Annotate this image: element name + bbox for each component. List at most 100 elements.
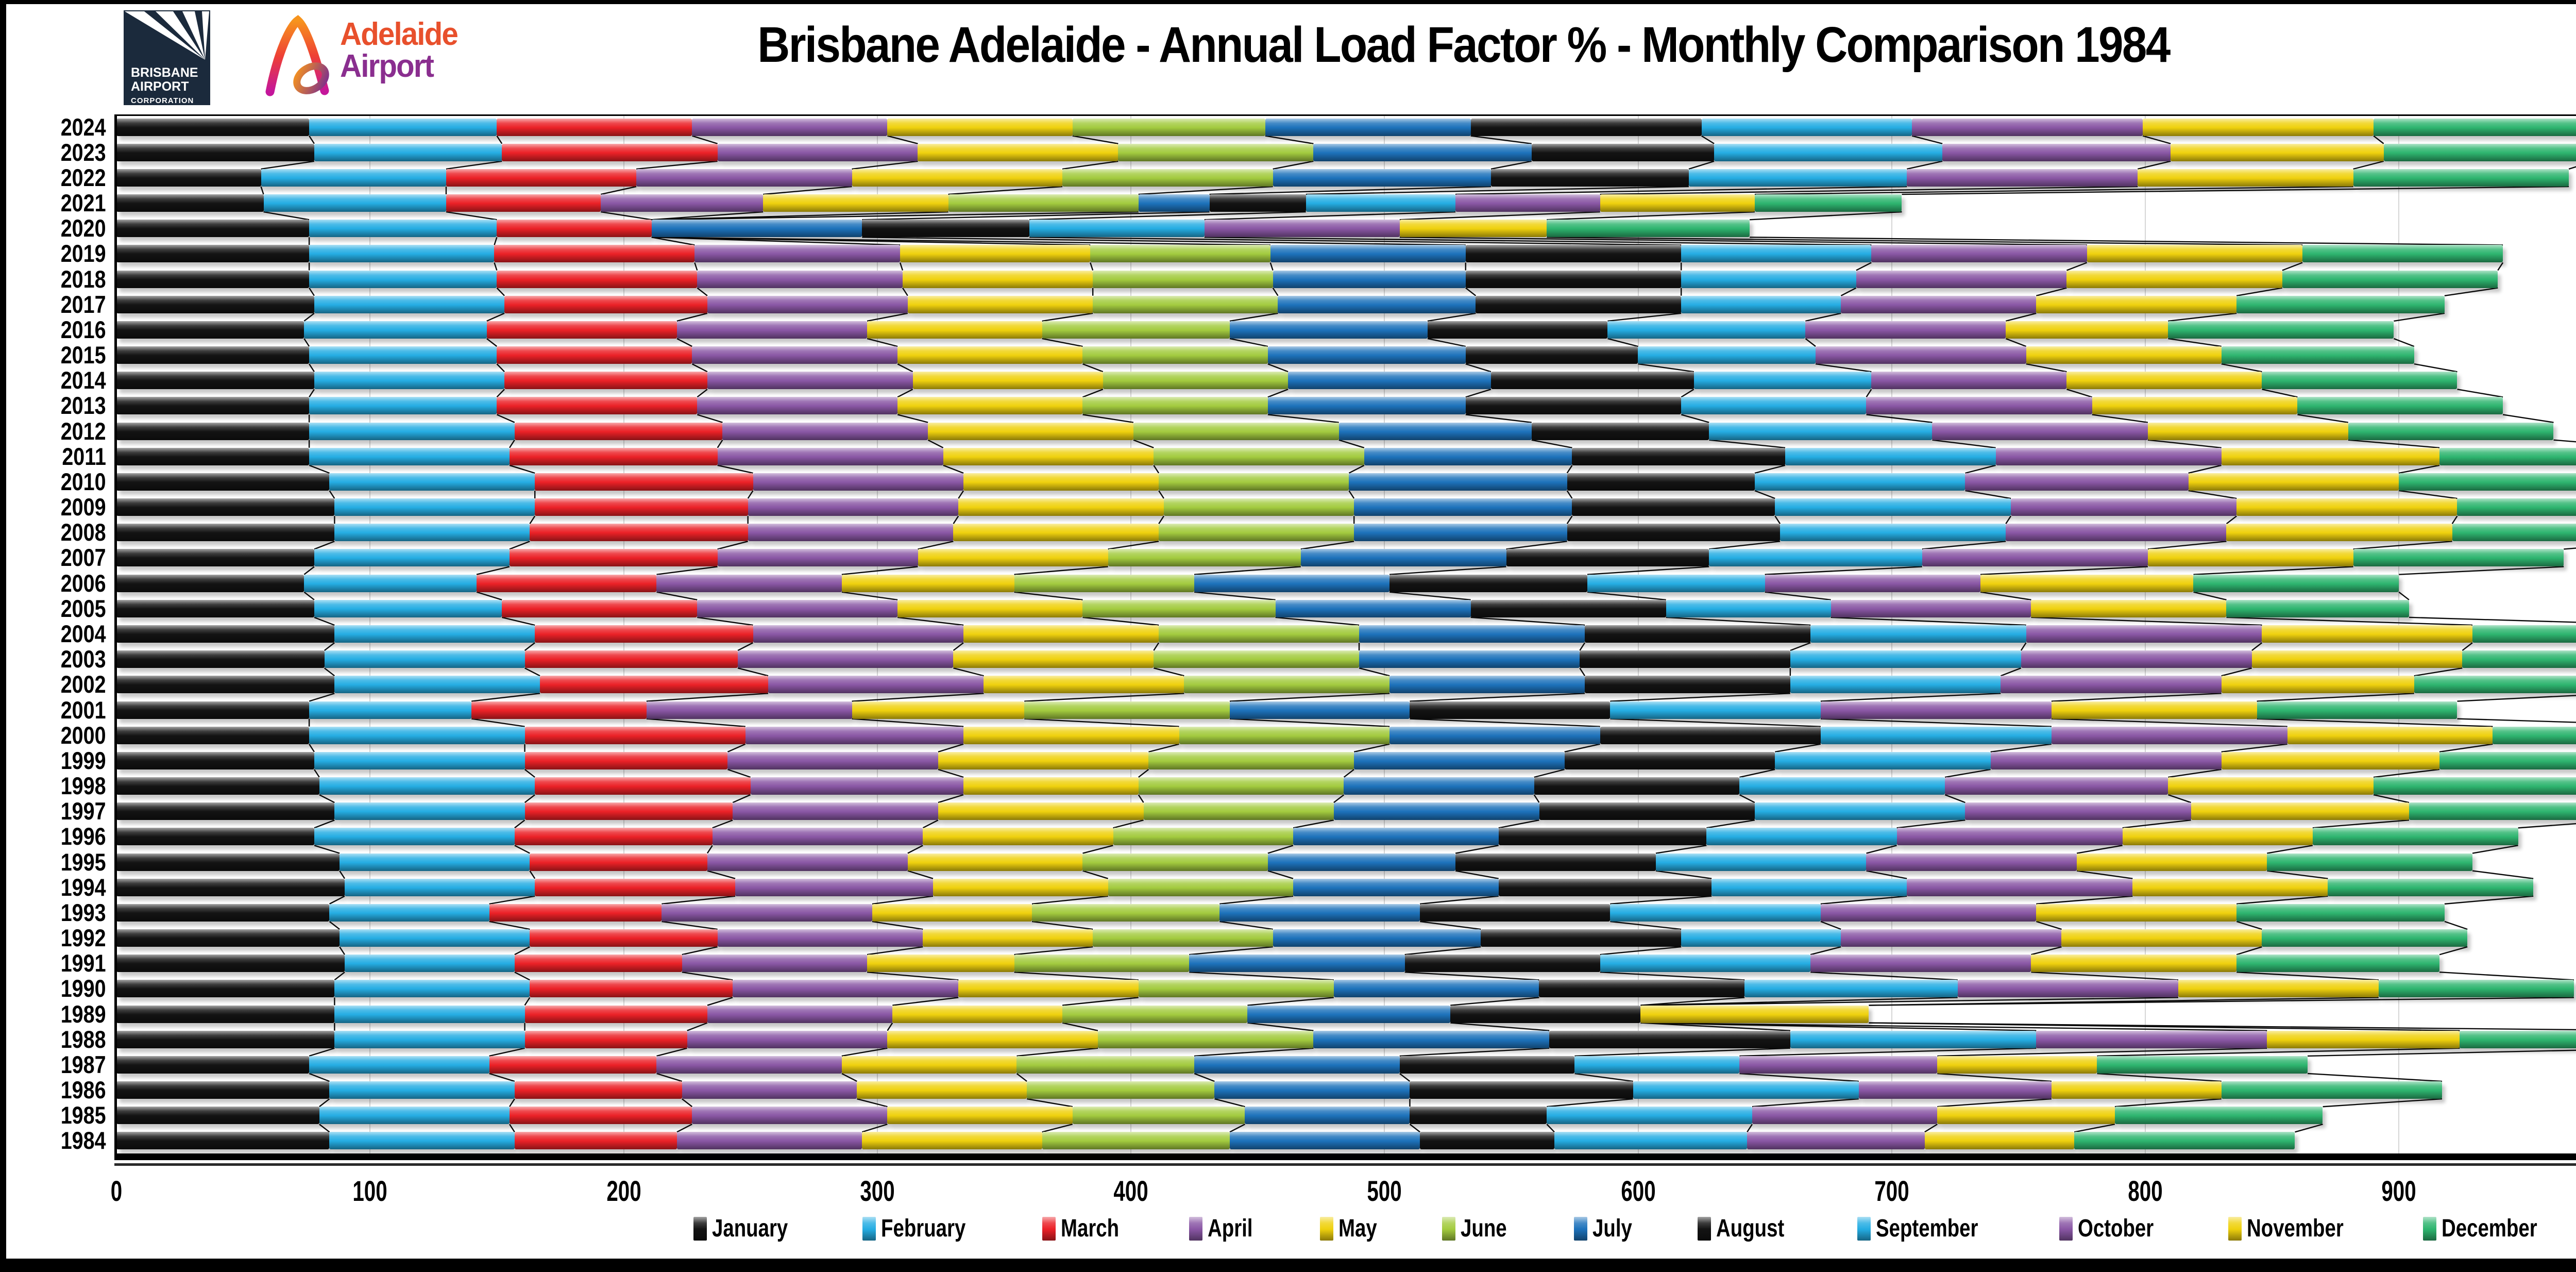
march-segment bbox=[471, 701, 647, 719]
august-segment bbox=[1490, 372, 1694, 390]
january-segment bbox=[116, 397, 310, 415]
june-segment bbox=[1072, 118, 1265, 136]
october-segment bbox=[1871, 245, 2087, 263]
march-segment bbox=[530, 524, 748, 542]
chart-title: Brisbane Adelaide - Annual Load Factor %… bbox=[757, 16, 2171, 73]
october-segment bbox=[1831, 599, 2031, 617]
august-segment bbox=[1399, 1056, 1575, 1074]
december-segment bbox=[2221, 1081, 2442, 1099]
august-segment bbox=[1470, 599, 1666, 617]
august-segment bbox=[1465, 397, 1682, 415]
august-segment bbox=[1531, 143, 1715, 161]
bar-row-1997 bbox=[116, 802, 2576, 821]
march-segment bbox=[514, 422, 723, 440]
september-segment bbox=[1785, 447, 1996, 465]
july-segment bbox=[1354, 498, 1572, 516]
november-segment bbox=[1937, 1056, 2097, 1074]
september-segment bbox=[1547, 1107, 1752, 1125]
may-segment bbox=[897, 346, 1083, 364]
brisbane-logo-line3: CORPORATION bbox=[131, 96, 194, 105]
november-segment bbox=[2066, 372, 2262, 390]
february-segment bbox=[340, 929, 530, 947]
september-segment bbox=[1754, 802, 1965, 821]
legend-item-june: June bbox=[1442, 1214, 1518, 1243]
august-segment bbox=[1465, 346, 1638, 364]
november-segment bbox=[1937, 1107, 2115, 1125]
august-segment bbox=[1564, 751, 1775, 769]
april-segment bbox=[636, 169, 852, 187]
february-segment bbox=[340, 853, 530, 871]
january-segment bbox=[116, 372, 314, 390]
y-axis-line bbox=[114, 114, 117, 1153]
bar-row-2000 bbox=[116, 726, 2576, 744]
november-segment bbox=[2168, 777, 2374, 795]
april-segment bbox=[694, 245, 901, 263]
march-segment bbox=[535, 498, 748, 516]
bar-row-1999 bbox=[116, 751, 2576, 769]
may-segment bbox=[897, 599, 1083, 617]
october-segment bbox=[1805, 321, 2006, 339]
bar-row-2003 bbox=[116, 650, 2576, 668]
august-segment bbox=[1539, 980, 1745, 998]
april-segment bbox=[753, 473, 964, 491]
bar-row-2004 bbox=[116, 625, 2576, 643]
july-segment bbox=[1313, 143, 1532, 161]
october-segment bbox=[1932, 422, 2148, 440]
september-segment bbox=[1554, 1132, 1748, 1150]
december-segment bbox=[2462, 650, 2576, 668]
october-segment bbox=[1858, 1081, 2052, 1099]
june-segment bbox=[1159, 473, 1349, 491]
february-segment bbox=[309, 118, 497, 136]
july-segment bbox=[1194, 1056, 1400, 1074]
bar-row-2017 bbox=[116, 295, 2445, 313]
y-axis-year-label: 2016 bbox=[61, 315, 106, 343]
bar-row-2006 bbox=[116, 574, 2399, 592]
june-segment bbox=[1093, 929, 1273, 947]
bar-row-1985 bbox=[116, 1107, 2323, 1125]
may-segment bbox=[902, 270, 1093, 288]
january-segment bbox=[116, 447, 310, 465]
august-segment bbox=[1455, 853, 1656, 871]
april-segment bbox=[692, 118, 888, 136]
january-segment bbox=[116, 549, 314, 567]
frame-border-left bbox=[0, 0, 6, 1272]
february-segment bbox=[334, 1030, 525, 1048]
june-segment bbox=[1024, 701, 1230, 719]
january-segment bbox=[116, 929, 340, 947]
january-segment bbox=[116, 676, 335, 694]
october-segment bbox=[1866, 397, 2092, 415]
july-segment bbox=[1219, 903, 1420, 922]
legend-item-january: January bbox=[693, 1214, 807, 1243]
october-segment bbox=[1841, 295, 2037, 313]
legend-swatch-icon bbox=[2228, 1216, 2242, 1241]
october-segment bbox=[1922, 549, 2148, 567]
june-segment bbox=[1062, 169, 1273, 187]
march-segment bbox=[514, 1081, 682, 1099]
march-segment bbox=[535, 625, 753, 643]
october-segment bbox=[1907, 169, 2138, 187]
y-axis-year-label: 2004 bbox=[61, 620, 106, 647]
february-segment bbox=[314, 549, 510, 567]
may-segment bbox=[918, 143, 1118, 161]
february-segment bbox=[309, 422, 515, 440]
legend-label: June bbox=[1461, 1215, 1507, 1242]
february-segment bbox=[334, 676, 540, 694]
january-segment bbox=[116, 321, 304, 339]
april-segment bbox=[722, 422, 928, 440]
august-segment bbox=[1410, 701, 1611, 719]
october-segment bbox=[1816, 346, 2026, 364]
december-segment bbox=[2493, 726, 2576, 744]
july-segment bbox=[1288, 372, 1491, 390]
december-segment bbox=[2302, 245, 2503, 263]
november-segment bbox=[2251, 650, 2463, 668]
y-axis-year-label: 2006 bbox=[61, 569, 106, 597]
bar-row-2015 bbox=[116, 346, 2414, 364]
x-axis-tick-label: 300 bbox=[860, 1175, 895, 1207]
july-segment bbox=[1389, 726, 1600, 744]
june-segment bbox=[1148, 751, 1354, 769]
november-segment bbox=[2077, 853, 2267, 871]
november-segment bbox=[2051, 1081, 2222, 1099]
september-segment bbox=[1706, 828, 1897, 846]
february-segment bbox=[309, 701, 472, 719]
bar-row-1996 bbox=[116, 828, 2518, 846]
